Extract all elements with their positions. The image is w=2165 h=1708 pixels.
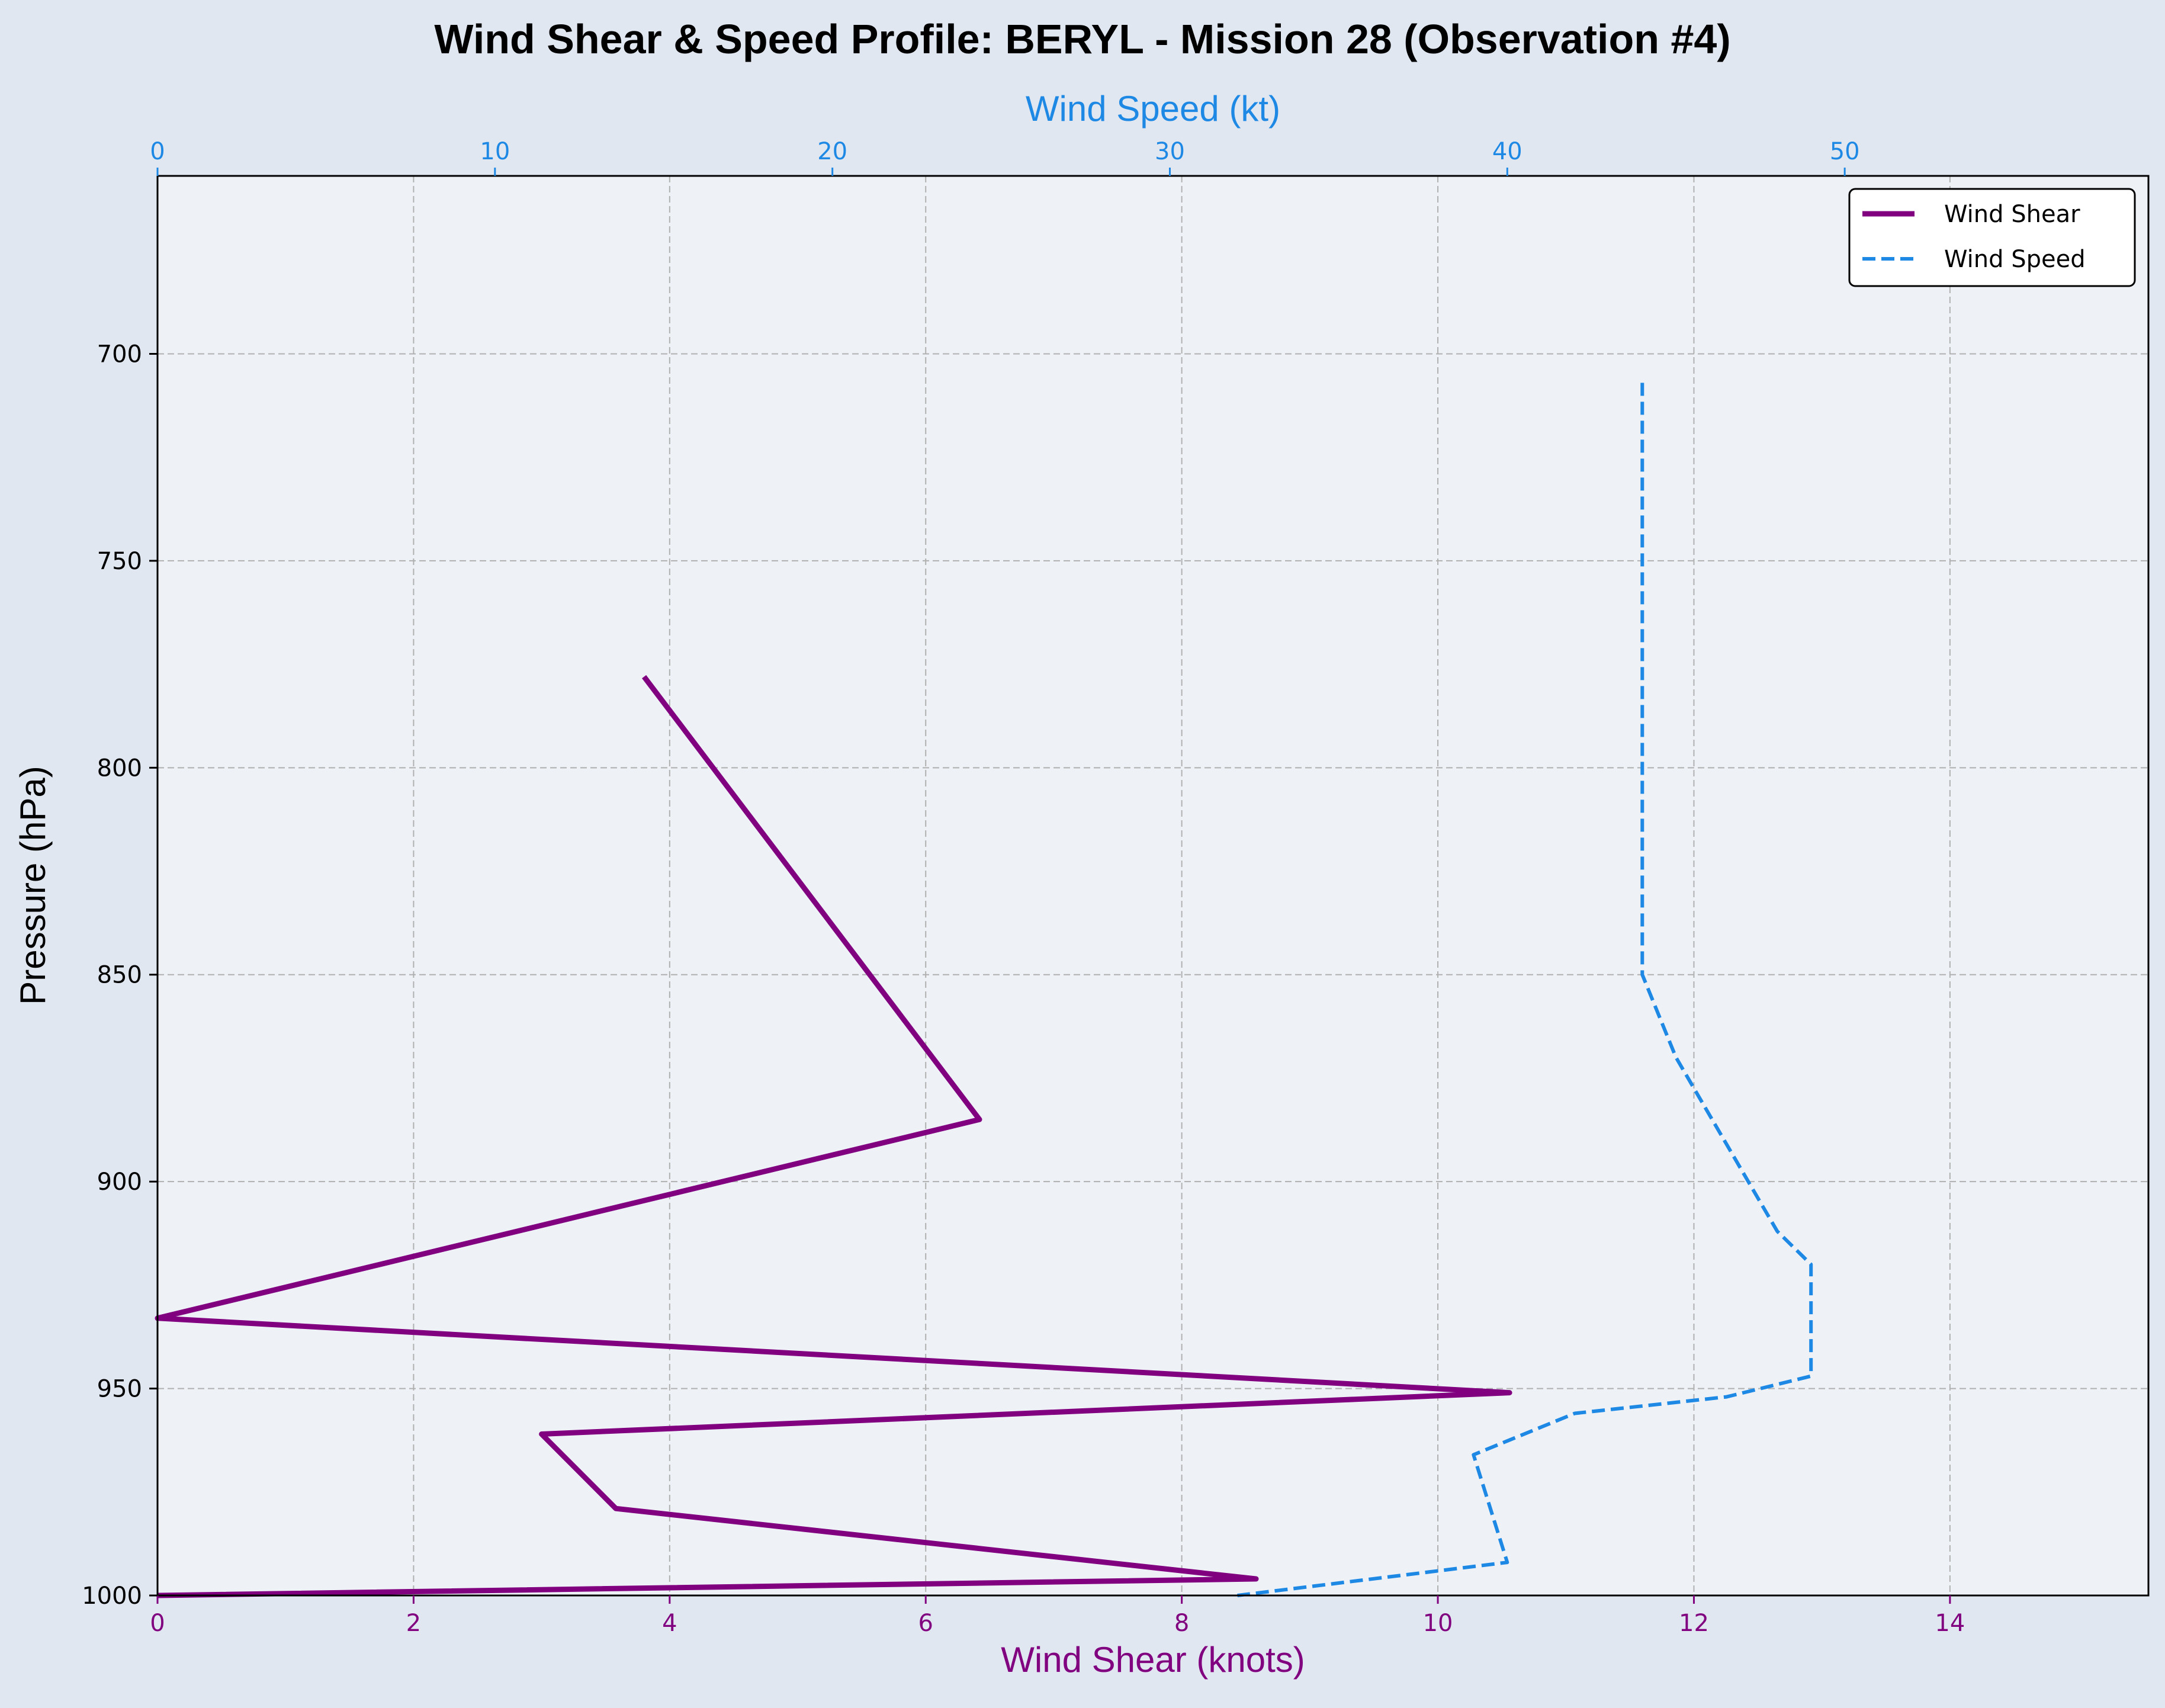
x-tick-label-top: 50	[1830, 138, 1860, 165]
x-axis-label-bottom: Wind Shear (knots)	[1001, 1640, 1305, 1680]
x-tick-label-bottom: 14	[1935, 1610, 1965, 1637]
wind-shear-line	[155, 675, 1512, 1598]
legend-box	[1848, 188, 2136, 287]
series-lines	[155, 383, 1813, 1598]
y-tick-label: 750	[97, 548, 142, 575]
x-tick-label-bottom: 12	[1679, 1610, 1709, 1637]
x-tick-label-top: 30	[1155, 138, 1185, 165]
chart-title: Wind Shear & Speed Profile: BERYL - Miss…	[434, 16, 1730, 62]
x-tick-label-top: 0	[150, 138, 165, 165]
y-tick-label: 850	[97, 962, 142, 989]
legend: Wind Shear Wind Speed	[1848, 188, 2136, 287]
y-tick-label: 700	[97, 341, 142, 368]
legend-label-speed: Wind Speed	[1944, 246, 2086, 273]
legend-label-shear: Wind Shear	[1944, 201, 2080, 228]
x-tick-label-bottom: 4	[662, 1610, 677, 1637]
x-tick-label-top: 40	[1492, 138, 1522, 165]
x-tick-label-top: 20	[817, 138, 847, 165]
bottom-x-axis: 0 2 4 6 8 10 12 14	[150, 1595, 1965, 1637]
y-tick-label: 900	[97, 1168, 142, 1196]
y-axis: 700 750 800 850 900 950 1000	[82, 341, 158, 1610]
plot-frame	[156, 175, 2150, 1597]
x-tick-label-bottom: 2	[406, 1610, 421, 1637]
top-x-axis: 0 10 20 30 40 50	[150, 138, 1860, 176]
x-tick-label-top: 10	[480, 138, 510, 165]
x-axis-label-top: Wind Speed (kt)	[1026, 89, 1280, 129]
plot-area	[158, 176, 2148, 1595]
y-tick-label: 950	[97, 1376, 142, 1403]
x-tick-label-bottom: 8	[1174, 1610, 1189, 1637]
x-tick-label-bottom: 6	[918, 1610, 933, 1637]
x-tick-label-bottom: 0	[150, 1610, 165, 1637]
y-tick-label: 800	[97, 755, 142, 782]
y-axis-label: Pressure (hPa)	[13, 766, 53, 1004]
grid-lines	[158, 176, 2148, 1596]
wind-speed-line	[1237, 383, 1813, 1597]
x-tick-label-bottom: 10	[1423, 1610, 1453, 1637]
y-tick-label: 1000	[82, 1582, 142, 1610]
